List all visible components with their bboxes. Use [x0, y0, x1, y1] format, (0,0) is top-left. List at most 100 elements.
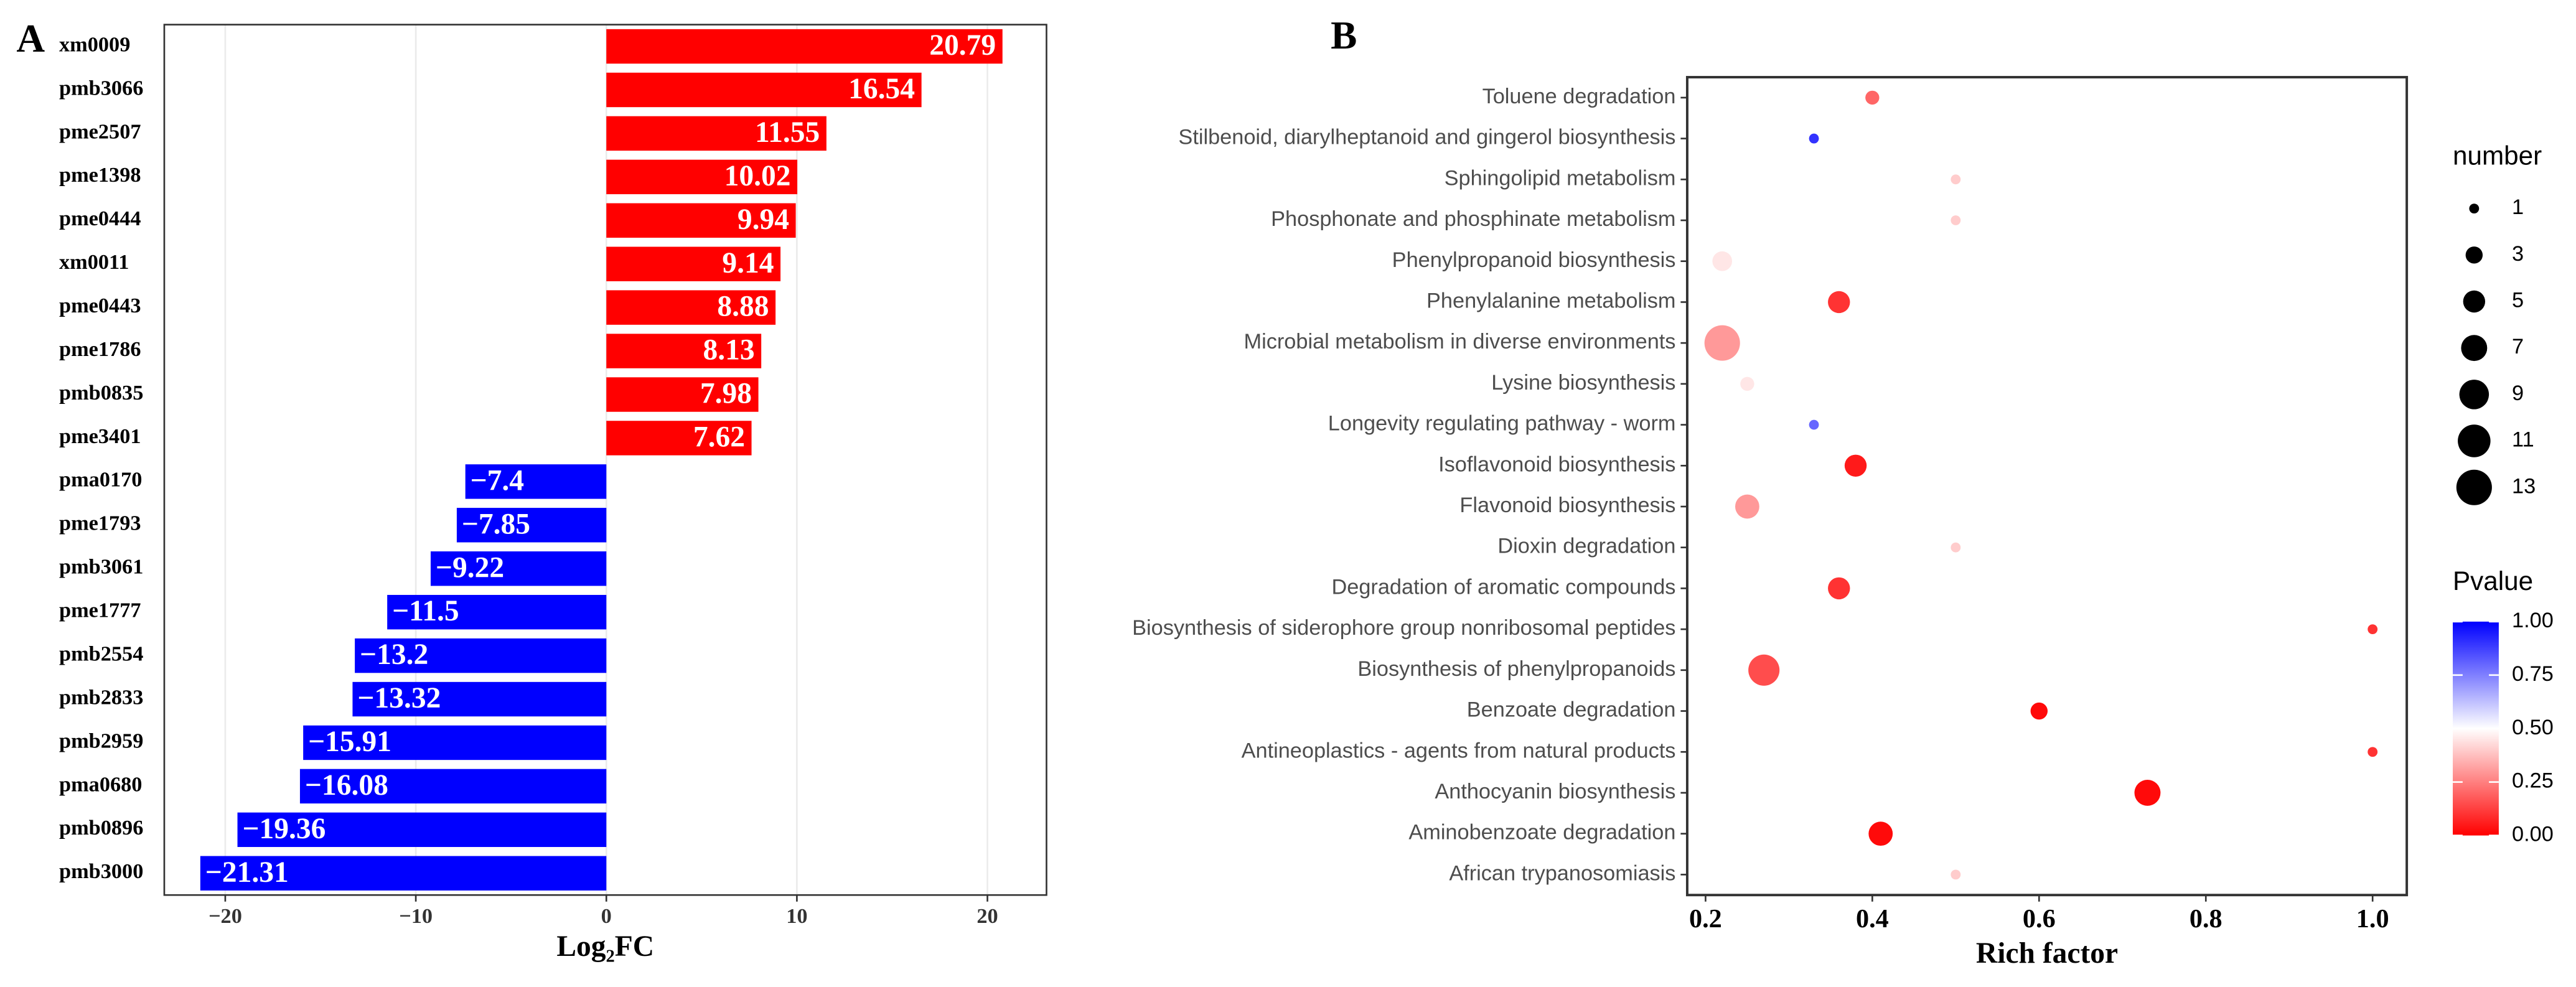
x-tick-label: 1.0 — [2356, 904, 2389, 933]
bar — [303, 725, 607, 760]
bar — [606, 290, 776, 325]
value-label: 10.02 — [724, 160, 791, 192]
colorbar-label: 0.00 — [2512, 823, 2554, 846]
bubble — [1740, 377, 1754, 391]
value-label: 9.14 — [722, 247, 774, 279]
colorbar-label: 1.00 — [2512, 609, 2554, 632]
value-label: −13.32 — [357, 682, 441, 714]
bubble — [1951, 215, 1961, 225]
legend-marker — [2459, 380, 2489, 409]
legend-label: 11 — [2512, 428, 2534, 452]
legend-marker — [2461, 335, 2488, 362]
bubble — [1828, 291, 1850, 314]
colorbar-label: 0.50 — [2512, 716, 2554, 739]
value-label: −16.08 — [305, 769, 388, 802]
value-label: 7.62 — [693, 421, 745, 453]
y-tick-label: Flavonoid biosynthesis — [1459, 494, 1675, 517]
y-tick-label: Degradation of aromatic compounds — [1332, 575, 1676, 599]
y-tick-label: Phenylpropanoid biosynthesis — [1392, 248, 1676, 272]
category-label: pma0680 — [59, 772, 142, 796]
y-tick-label: Microbial metabolism in diverse environm… — [1244, 330, 1676, 353]
y-tick-label: Longevity regulating pathway - worm — [1328, 412, 1676, 436]
value-label: 16.54 — [848, 73, 915, 105]
colorbar-label: 0.75 — [2512, 662, 2554, 686]
legend-label: 9 — [2512, 381, 2524, 405]
legend-marker — [2469, 203, 2480, 214]
x-tick-label: 10 — [786, 904, 807, 928]
category-label: pmb0835 — [59, 381, 143, 405]
value-label: −21.31 — [205, 856, 289, 889]
value-label: 11.55 — [755, 116, 820, 149]
value-label: −11.5 — [392, 595, 459, 627]
bar — [606, 334, 762, 368]
bar — [387, 594, 607, 630]
value-label: −13.2 — [360, 639, 428, 671]
value-label: 8.88 — [717, 291, 769, 323]
bubble — [2368, 747, 2378, 757]
bubble — [1844, 454, 1867, 477]
legend-marker — [2465, 246, 2483, 264]
bar — [355, 638, 607, 673]
y-tick-label: Benzoate degradation — [1467, 698, 1676, 722]
bubble — [1951, 542, 1961, 553]
y-tick-label: Dioxin degradation — [1497, 535, 1675, 558]
bar — [465, 464, 607, 499]
bar — [456, 508, 607, 543]
value-label: −7.85 — [462, 508, 530, 540]
value-label: −9.22 — [436, 551, 504, 584]
x-tick-label: 0.6 — [2023, 904, 2056, 933]
value-label: 7.98 — [700, 378, 752, 410]
legend-marker — [2458, 424, 2491, 457]
plot-frame — [163, 24, 1047, 896]
y-tick-label: Stilbenoid, diarylheptanoid and gingerol… — [1178, 126, 1675, 149]
legend-marker — [2456, 469, 2492, 505]
bar — [606, 159, 798, 195]
bubble — [1828, 577, 1850, 600]
x-tick-label: −20 — [208, 904, 242, 928]
x-tick-label: 20 — [977, 904, 998, 928]
category-label: pma0170 — [59, 468, 142, 492]
bar — [606, 116, 827, 151]
plot-frame — [1685, 76, 2409, 897]
legend-title: number — [2453, 141, 2542, 170]
legend-label: 5 — [2512, 289, 2524, 312]
bar — [430, 551, 607, 586]
bubble — [1951, 174, 1961, 185]
x-tick-label: 0 — [601, 904, 612, 928]
y-tick-label: African trypanosomiasis — [1449, 861, 1675, 885]
category-label: pme1786 — [59, 337, 141, 361]
bubble — [1951, 869, 1961, 880]
category-label: pme3401 — [59, 424, 141, 448]
bubble — [1809, 133, 1819, 144]
category-label: pme1777 — [59, 599, 141, 622]
value-label: 20.79 — [929, 29, 996, 62]
legend-label: 3 — [2512, 242, 2524, 266]
bar — [606, 72, 922, 108]
colorbar-title: Pvalue — [2453, 566, 2533, 596]
category-label: pmb2833 — [59, 685, 143, 709]
category-label: pme1398 — [59, 163, 141, 187]
category-label: pmb0896 — [59, 816, 143, 840]
value-label: 9.94 — [738, 203, 789, 236]
bubble — [1748, 654, 1780, 686]
category-label: pme1793 — [59, 512, 141, 535]
bar — [237, 812, 607, 848]
bar — [606, 203, 796, 238]
legend-label: 1 — [2512, 195, 2524, 219]
y-tick-label: Aminobenzoate degradation — [1408, 821, 1675, 844]
panel-label: B — [1331, 14, 1357, 57]
x-tick-label: 0.4 — [1856, 904, 1889, 933]
category-label: pmb3000 — [59, 859, 143, 883]
category-label: pmb3066 — [59, 76, 143, 100]
y-tick-label: Biosynthesis of phenylpropanoids — [1357, 657, 1675, 681]
y-tick-label: Toluene degradation — [1482, 85, 1676, 108]
legend-label: 13 — [2512, 474, 2536, 498]
value-label: −15.91 — [308, 726, 391, 758]
category-label: xm0011 — [59, 250, 129, 274]
bar — [606, 421, 752, 456]
x-tick-label: 0.8 — [2190, 904, 2222, 933]
y-tick-label: Isoflavonoid biosynthesis — [1438, 452, 1675, 476]
bubble — [1704, 325, 1740, 361]
category-label: pme0443 — [59, 294, 141, 317]
